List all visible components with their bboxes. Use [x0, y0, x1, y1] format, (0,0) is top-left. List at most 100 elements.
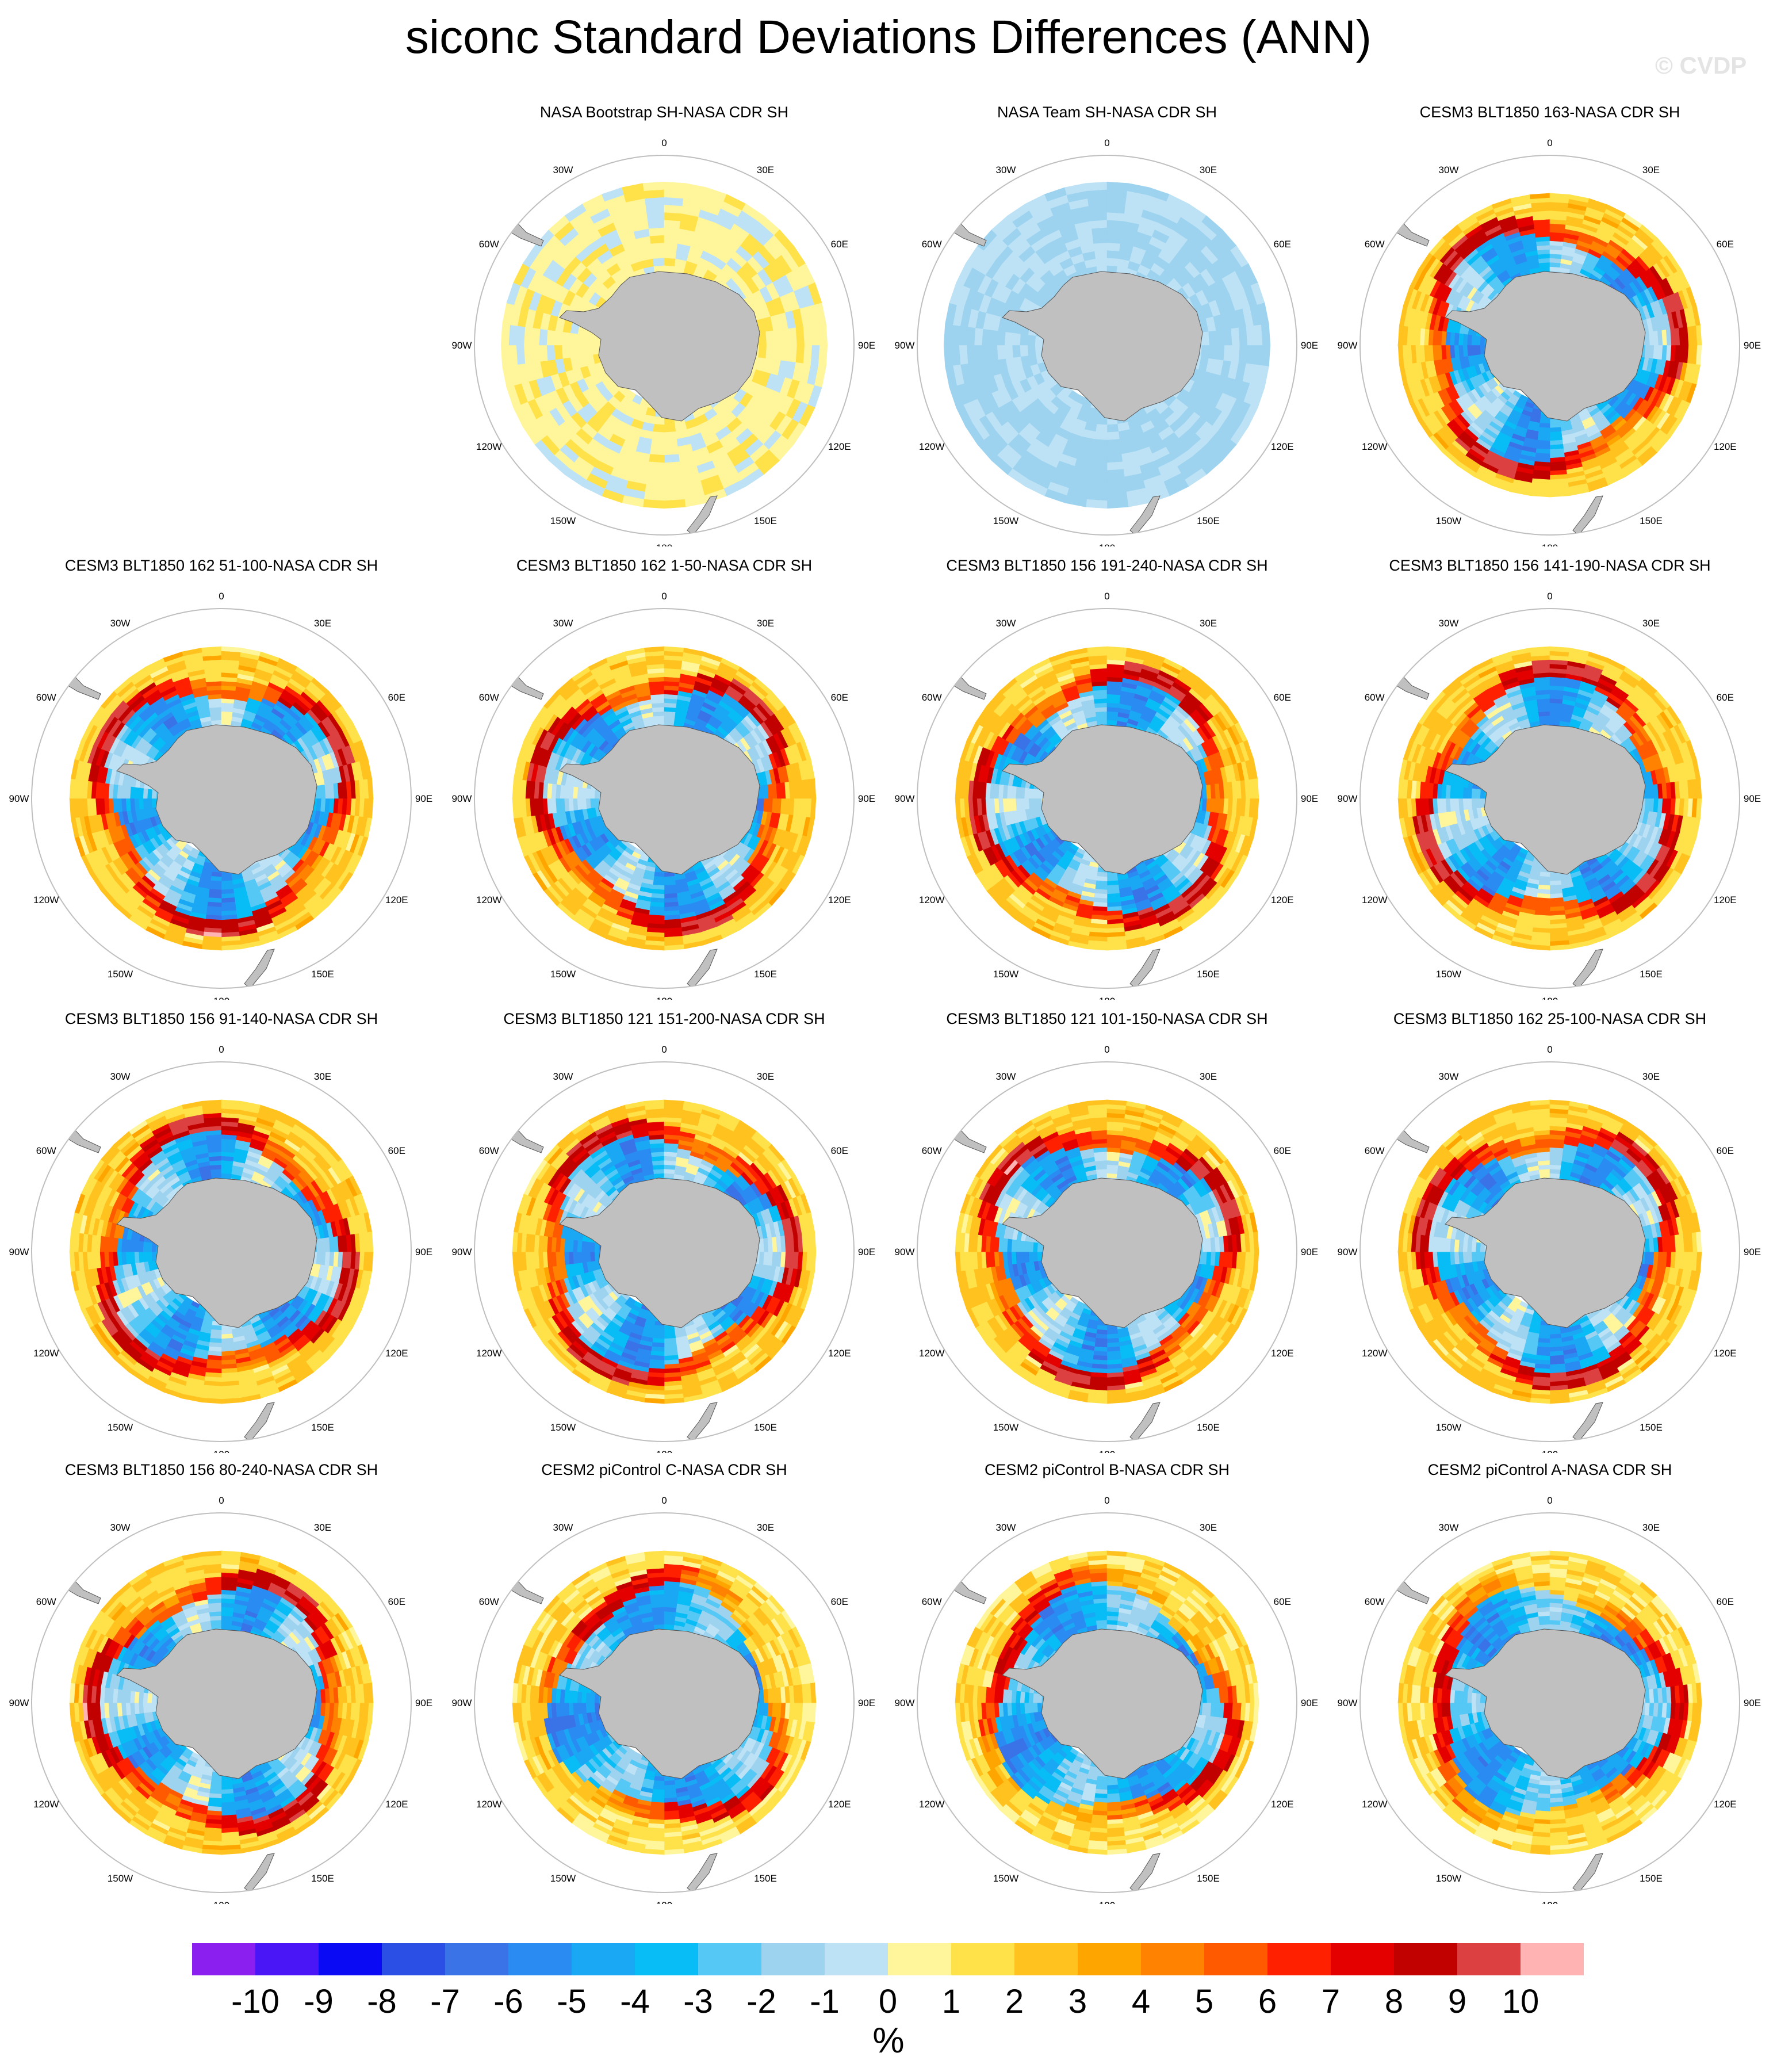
field-cell [1106, 212, 1125, 221]
field-cell [645, 484, 665, 494]
field-cell [1475, 335, 1481, 346]
field-cell [523, 345, 533, 364]
field-cell [642, 499, 665, 509]
field-cell [151, 798, 157, 808]
field-cell [943, 345, 953, 367]
field-cell [1106, 181, 1129, 192]
longitude-label: 0 [219, 591, 224, 602]
antarctica-landmass [1002, 271, 1203, 422]
field-cell [576, 333, 585, 346]
field-cell [516, 345, 526, 365]
field-cell [1106, 499, 1129, 509]
longitude-label: 60E [831, 692, 848, 703]
longitude-label: 30W [110, 618, 131, 629]
field-cell [818, 345, 828, 367]
polar-map: 030E60E90E120E150E180150W120W90W60W30W [452, 137, 876, 546]
field-cell [664, 181, 686, 192]
field-cell [147, 788, 152, 799]
field-cell [664, 204, 683, 214]
field-cell [584, 334, 593, 346]
field-cell [1004, 345, 1013, 359]
field-cell [569, 345, 578, 358]
field-cell [1032, 788, 1038, 799]
longitude-label: 0 [1547, 137, 1552, 148]
field-cell [650, 242, 665, 251]
field-cell [966, 326, 976, 346]
longitude-label: 60W [479, 692, 499, 703]
field-cell [780, 345, 790, 362]
longitude-label: 150W [108, 969, 133, 980]
field-cell [959, 326, 968, 346]
field-cell [1091, 454, 1108, 463]
field-cell [531, 345, 541, 363]
field-cell [648, 454, 665, 463]
field-cell [1106, 469, 1125, 479]
longitude-label: 0 [661, 591, 667, 602]
field-cell [664, 424, 676, 433]
field-cell [538, 328, 548, 346]
field-cell [367, 778, 374, 799]
field-cell [645, 204, 665, 214]
map-boundary [1359, 155, 1740, 536]
field-cell [959, 345, 968, 365]
field-cell [1238, 326, 1248, 346]
field-cell [1086, 189, 1108, 199]
field-cell [646, 469, 665, 479]
field-cell [951, 324, 961, 346]
field-cell [652, 431, 665, 441]
longitude-label: 150E [754, 969, 777, 980]
field-cell [516, 326, 526, 346]
field-cell [554, 345, 563, 360]
polar-map: 030E60E90E120E150E180150W120W90W60W30W [895, 137, 1319, 546]
field-cell [652, 257, 665, 266]
antarctica-landmass [1445, 271, 1646, 422]
field-cell [648, 219, 665, 229]
longitude-label: 0 [1104, 137, 1109, 148]
longitude-label: 30E [1200, 165, 1217, 175]
field-cell [1012, 332, 1021, 346]
new-zealand-north [368, 953, 381, 973]
panel-title: NASA Bootstrap SH-NASA CDR SH [539, 104, 789, 121]
longitude-label: 30E [757, 618, 774, 629]
longitude-label: 0 [661, 137, 667, 148]
field-cell [664, 219, 681, 229]
field-cell [1088, 476, 1108, 486]
field-cell [664, 439, 678, 448]
field-cell [974, 327, 983, 346]
longitude-label: 60W [922, 239, 942, 250]
field-cell [765, 345, 775, 360]
field-cell [1087, 484, 1108, 494]
longitude-label: 120W [33, 894, 59, 905]
field-cell [649, 446, 665, 456]
longitude-label: 60E [388, 692, 405, 703]
field-cell [1092, 446, 1108, 456]
longitude-label: 90W [1338, 340, 1358, 351]
field-cell [773, 329, 782, 346]
field-cell [664, 461, 681, 471]
new-zealand-north [1696, 500, 1709, 520]
longitude-label: 180 [1542, 542, 1558, 546]
field-cell [1032, 798, 1038, 809]
field-cell [664, 250, 677, 259]
field-cell [1208, 345, 1217, 360]
field-cell [818, 323, 828, 346]
field-cell [1090, 461, 1108, 471]
field-cell [1095, 424, 1108, 433]
field-cell [974, 345, 983, 363]
longitude-label: 150W [1436, 515, 1461, 526]
map-panel: NASA Bootstrap SH-NASA CDR SH 0 30E 60E 90E 1… [443, 104, 886, 546]
field-cell [1085, 181, 1108, 192]
field-cell [546, 329, 556, 346]
field-cell [1106, 491, 1128, 501]
antarctica-landmass [559, 271, 760, 422]
field-cell [576, 345, 585, 357]
map-boundary [474, 155, 855, 536]
longitude-label: 150E [754, 515, 777, 526]
field-cell [652, 424, 665, 433]
field-cell [1106, 227, 1123, 236]
field-cell [645, 197, 665, 207]
field-cell [652, 250, 665, 259]
longitude-label: 180 [656, 996, 672, 1000]
longitude-label: 150E [1640, 515, 1663, 526]
field-cell [561, 331, 570, 346]
